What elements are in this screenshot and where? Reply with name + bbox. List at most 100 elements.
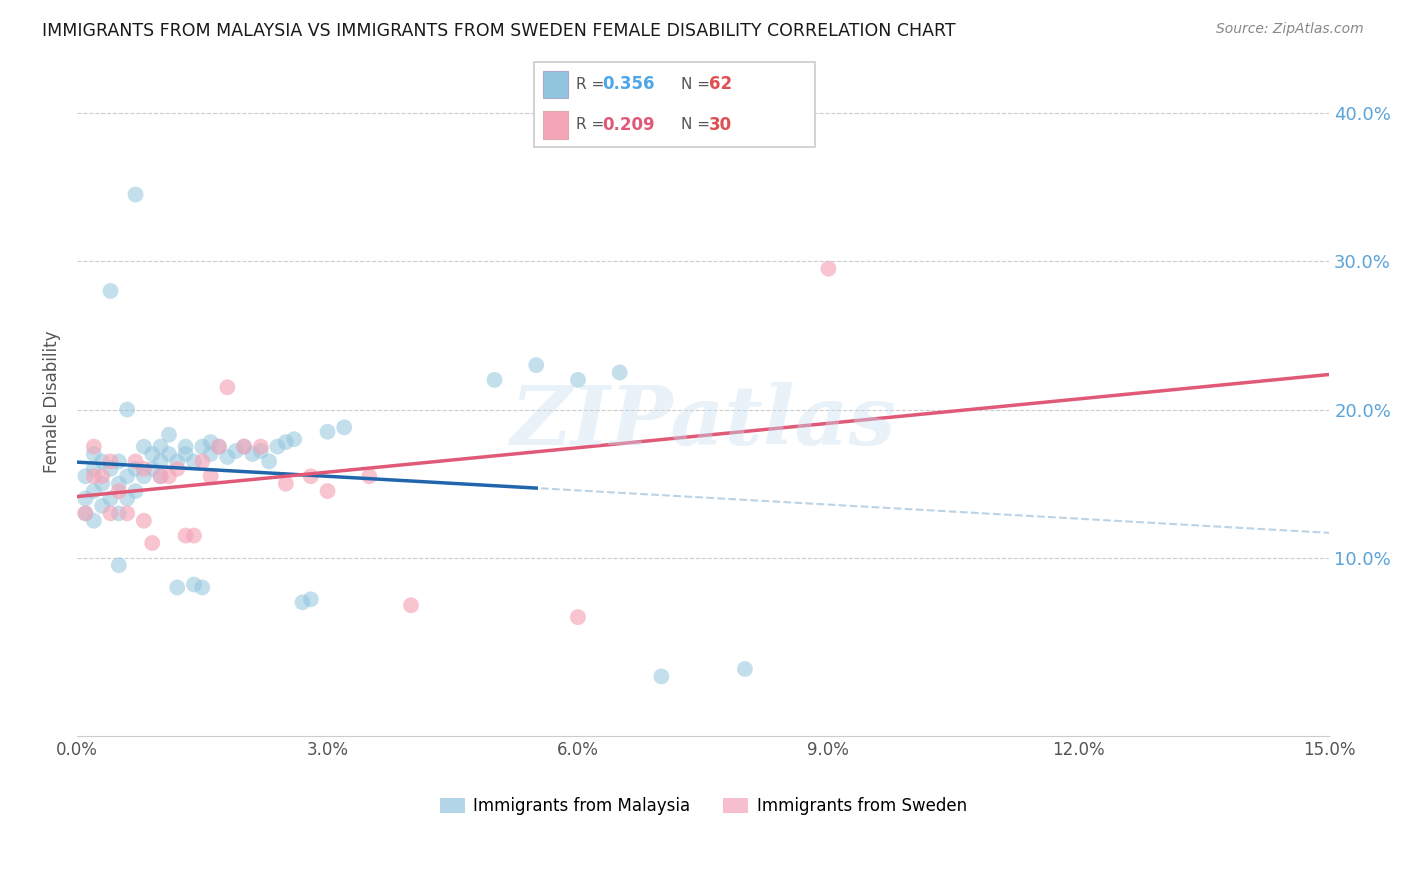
Point [200, 469, 222, 483]
Text: 0.356: 0.356 [602, 76, 654, 94]
Point [274, 476, 297, 491]
Point [141, 447, 163, 461]
Point [91, 454, 114, 468]
Point [124, 462, 146, 476]
Text: 0.209: 0.209 [602, 116, 654, 134]
Point [191, 454, 214, 468]
Point [316, 484, 339, 499]
Point [157, 427, 180, 442]
Point [333, 420, 356, 434]
FancyBboxPatch shape [534, 62, 815, 147]
Point [75, 506, 97, 520]
Point [399, 599, 422, 613]
Point [100, 454, 122, 468]
Text: 30: 30 [709, 116, 731, 134]
Point [115, 491, 138, 506]
Point [100, 506, 122, 520]
Point [299, 469, 322, 483]
Point [734, 662, 756, 676]
Point [100, 491, 122, 506]
Point [174, 528, 197, 542]
Point [108, 476, 131, 491]
Text: 62: 62 [709, 76, 731, 94]
Point [75, 469, 97, 483]
Point [817, 261, 839, 276]
Point [108, 506, 131, 520]
Point [225, 444, 247, 458]
Point [249, 444, 271, 458]
Point [91, 499, 114, 513]
Point [233, 440, 256, 454]
Point [100, 284, 122, 298]
Point [100, 462, 122, 476]
Point [266, 440, 288, 454]
Point [183, 577, 205, 591]
Point [124, 187, 146, 202]
Point [208, 440, 231, 454]
FancyBboxPatch shape [543, 71, 568, 98]
Point [83, 514, 105, 528]
Point [83, 440, 105, 454]
Point [132, 462, 155, 476]
Point [166, 462, 188, 476]
Point [91, 476, 114, 491]
Point [166, 454, 188, 468]
Point [257, 454, 280, 468]
Point [291, 595, 314, 609]
Point [132, 514, 155, 528]
Point [132, 440, 155, 454]
Point [157, 447, 180, 461]
Point [149, 469, 172, 483]
Point [233, 440, 256, 454]
Point [650, 669, 672, 683]
Point [359, 469, 381, 483]
Point [191, 440, 214, 454]
Point [115, 402, 138, 417]
Point [174, 447, 197, 461]
Point [191, 581, 214, 595]
Point [166, 581, 188, 595]
Point [299, 592, 322, 607]
Point [249, 440, 271, 454]
Point [316, 425, 339, 439]
Point [567, 373, 589, 387]
Point [124, 484, 146, 499]
Text: N =: N = [681, 77, 714, 92]
Point [124, 454, 146, 468]
Point [141, 462, 163, 476]
Point [609, 366, 631, 380]
Point [524, 358, 547, 372]
Point [149, 469, 172, 483]
Point [83, 462, 105, 476]
Point [115, 506, 138, 520]
Point [115, 469, 138, 483]
Text: N =: N = [681, 117, 714, 132]
Text: R =: R = [576, 117, 610, 132]
Point [108, 484, 131, 499]
Point [83, 484, 105, 499]
Text: IMMIGRANTS FROM MALAYSIA VS IMMIGRANTS FROM SWEDEN FEMALE DISABILITY CORRELATION: IMMIGRANTS FROM MALAYSIA VS IMMIGRANTS F… [42, 22, 956, 40]
Point [183, 528, 205, 542]
Point [174, 440, 197, 454]
Legend: Immigrants from Malaysia, Immigrants from Sweden: Immigrants from Malaysia, Immigrants fro… [433, 791, 973, 822]
Text: R =: R = [576, 77, 610, 92]
Text: ZIPatlas: ZIPatlas [510, 382, 896, 462]
Point [157, 469, 180, 483]
Text: Source: ZipAtlas.com: Source: ZipAtlas.com [1216, 22, 1364, 37]
Point [200, 447, 222, 461]
Point [484, 373, 506, 387]
Point [242, 447, 264, 461]
Point [83, 447, 105, 461]
Point [283, 432, 305, 446]
Point [141, 536, 163, 550]
Point [75, 506, 97, 520]
Y-axis label: Female Disability: Female Disability [44, 331, 60, 474]
Point [91, 469, 114, 483]
Point [149, 454, 172, 468]
Point [108, 558, 131, 573]
Point [149, 440, 172, 454]
Point [75, 491, 97, 506]
Point [200, 435, 222, 450]
Point [132, 469, 155, 483]
Point [108, 454, 131, 468]
